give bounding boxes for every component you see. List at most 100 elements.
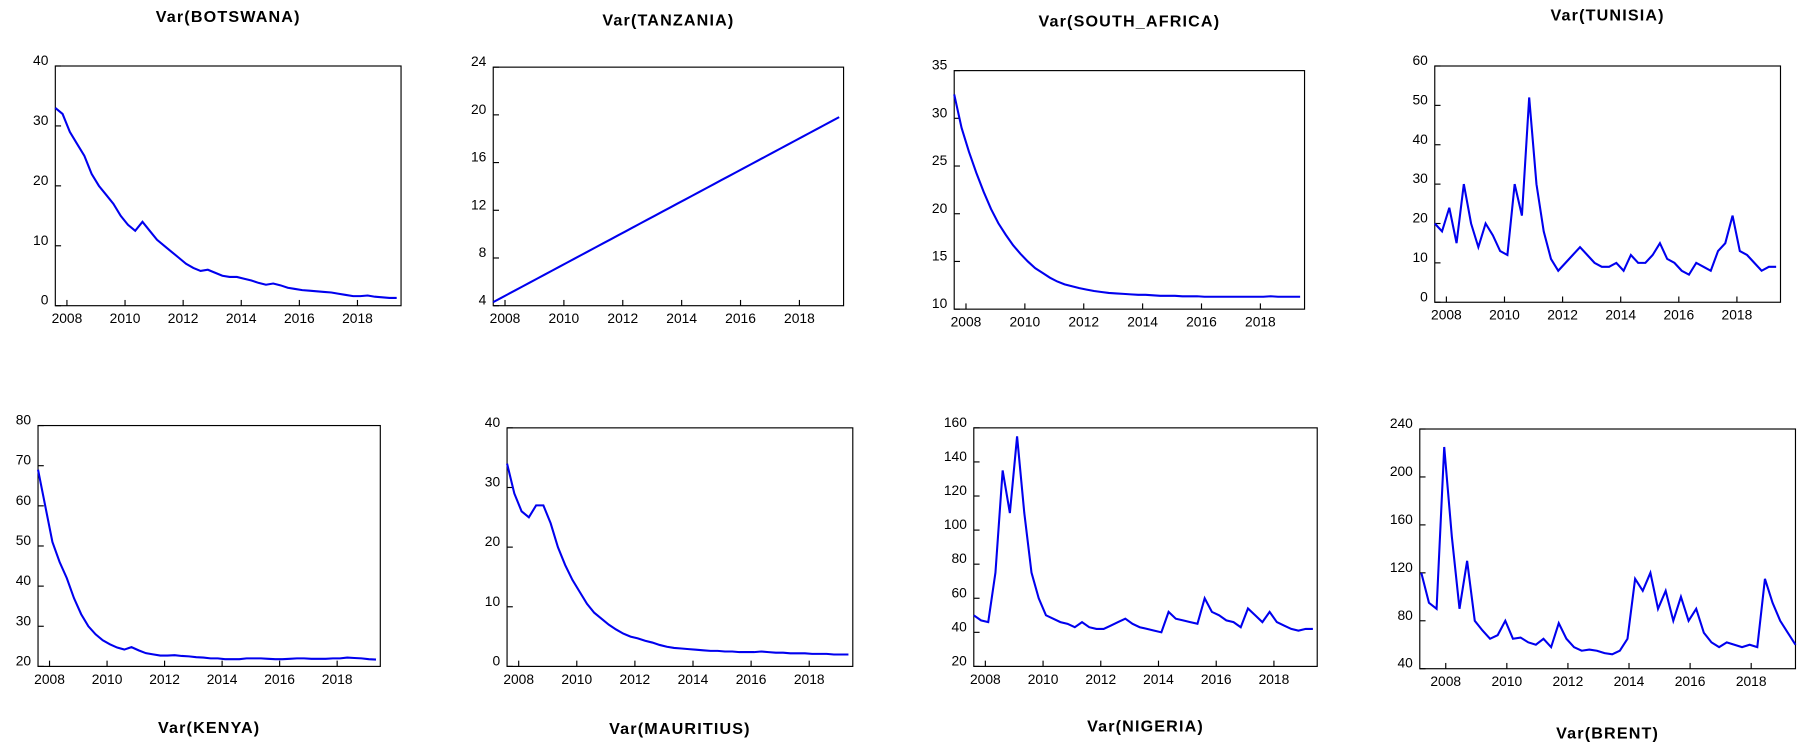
x-tick-label: 2008 xyxy=(490,310,521,326)
y-tick-label: 50 xyxy=(16,532,32,548)
y-tick-label: 20 xyxy=(471,101,487,117)
x-tick-label: 2016 xyxy=(264,671,295,687)
x-tick-label: 2012 xyxy=(149,671,180,687)
y-tick-label: 40 xyxy=(1412,131,1428,147)
x-tick-label: 2008 xyxy=(34,671,65,687)
y-tick-label: 20 xyxy=(16,652,32,668)
y-tick-label: 10 xyxy=(1412,249,1428,265)
x-tick-label: 2008 xyxy=(970,671,1001,687)
y-tick-label: 100 xyxy=(944,516,967,532)
x-tick-label: 2012 xyxy=(1085,671,1116,687)
y-tick-label: 30 xyxy=(16,612,32,628)
y-tick-label: 0 xyxy=(41,292,49,308)
series-line xyxy=(506,463,849,656)
y-tick-label: 20 xyxy=(1412,210,1428,226)
x-tick-label: 2016 xyxy=(1201,671,1232,687)
x-tick-label: 2014 xyxy=(1614,673,1645,689)
chart-title: Var(BRENT) xyxy=(1556,725,1659,743)
x-tick-label: 2010 xyxy=(561,671,592,687)
y-tick-label: 40 xyxy=(485,414,501,430)
y-tick-label: 8 xyxy=(479,244,487,260)
plot-frame xyxy=(973,427,1318,667)
x-tick-label: 2008 xyxy=(951,314,982,330)
y-tick-label: 200 xyxy=(1390,463,1413,479)
y-tick-label: 60 xyxy=(952,584,968,600)
y-tick-label: 0 xyxy=(1420,288,1428,304)
x-tick-label: 2016 xyxy=(725,310,756,326)
x-tick-label: 2014 xyxy=(678,671,709,687)
plot-frame xyxy=(1419,428,1797,670)
y-tick-label: 20 xyxy=(33,172,49,188)
y-tick-label: 40 xyxy=(16,572,32,588)
y-tick-label: 35 xyxy=(932,57,948,73)
x-tick-label: 2016 xyxy=(284,310,315,326)
x-tick-label: 2012 xyxy=(1547,307,1578,323)
x-tick-label: 2018 xyxy=(1722,307,1753,323)
x-tick-label: 2018 xyxy=(784,310,815,326)
y-tick-label: 25 xyxy=(932,152,948,168)
y-tick-label: 10 xyxy=(33,232,49,248)
x-tick-label: 2016 xyxy=(1186,314,1217,330)
y-tick-label: 70 xyxy=(16,452,32,468)
y-tick-label: 20 xyxy=(485,533,501,549)
plot-frame xyxy=(492,66,845,307)
chart-title: Var(SOUTH_AFRICA) xyxy=(1038,12,1220,30)
plot-frame xyxy=(37,424,381,667)
x-tick-label: 2016 xyxy=(736,671,767,687)
y-tick-label: 30 xyxy=(1412,170,1428,186)
x-tick-label: 2018 xyxy=(1736,673,1767,689)
x-tick-label: 2014 xyxy=(207,671,238,687)
y-tick-label: 40 xyxy=(952,618,968,634)
series-line xyxy=(37,469,377,661)
chart-title: Var(KENYA) xyxy=(158,719,260,737)
y-tick-label: 240 xyxy=(1390,415,1413,431)
x-tick-label: 2010 xyxy=(92,671,123,687)
chart-title: Var(TUNISIA) xyxy=(1551,7,1665,25)
y-tick-label: 20 xyxy=(952,652,968,668)
plot-frame xyxy=(54,65,402,307)
x-tick-label: 2012 xyxy=(1553,673,1584,689)
y-tick-label: 30 xyxy=(932,104,948,120)
series-line xyxy=(492,116,840,304)
series-line xyxy=(1420,446,1797,656)
y-tick-label: 80 xyxy=(952,550,968,566)
series-line xyxy=(953,94,1301,298)
x-tick-label: 2016 xyxy=(1663,307,1694,323)
x-tick-label: 2010 xyxy=(1028,671,1059,687)
plot-frame xyxy=(953,70,1306,310)
x-tick-label: 2008 xyxy=(52,310,83,326)
y-tick-label: 60 xyxy=(1412,52,1428,68)
x-tick-label: 2008 xyxy=(503,671,534,687)
y-tick-label: 10 xyxy=(932,295,948,311)
y-tick-label: 160 xyxy=(1390,511,1413,527)
x-tick-label: 2010 xyxy=(110,310,141,326)
y-tick-label: 60 xyxy=(16,492,32,508)
x-tick-label: 2014 xyxy=(1143,671,1174,687)
x-tick-label: 2014 xyxy=(226,310,257,326)
x-tick-label: 2012 xyxy=(168,310,199,326)
x-tick-label: 2008 xyxy=(1430,673,1461,689)
y-tick-label: 140 xyxy=(944,448,967,464)
y-tick-label: 120 xyxy=(1390,559,1413,575)
chart-title: Var(BOTSWANA) xyxy=(156,8,301,26)
x-tick-label: 2018 xyxy=(322,671,353,687)
x-tick-label: 2012 xyxy=(607,310,638,326)
x-tick-label: 2018 xyxy=(342,310,373,326)
y-tick-label: 4 xyxy=(479,292,487,308)
x-tick-label: 2010 xyxy=(549,310,580,326)
x-tick-label: 2010 xyxy=(1491,673,1522,689)
y-tick-label: 120 xyxy=(944,482,967,498)
y-tick-label: 24 xyxy=(471,53,487,69)
series-line xyxy=(54,107,397,299)
x-tick-label: 2018 xyxy=(794,671,825,687)
y-tick-label: 40 xyxy=(33,52,49,68)
y-tick-label: 80 xyxy=(1397,607,1413,623)
y-tick-label: 16 xyxy=(471,149,487,165)
x-tick-label: 2014 xyxy=(1605,307,1636,323)
x-tick-label: 2016 xyxy=(1675,673,1706,689)
y-tick-label: 12 xyxy=(471,196,486,212)
x-tick-label: 2014 xyxy=(1127,314,1158,330)
y-tick-label: 50 xyxy=(1412,91,1428,107)
x-tick-label: 2018 xyxy=(1259,671,1290,687)
